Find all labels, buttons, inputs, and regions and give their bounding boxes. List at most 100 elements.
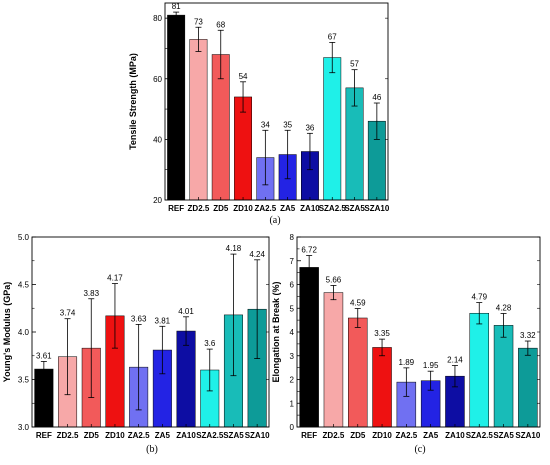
category-label-ZA10: ZA10 (300, 204, 320, 213)
category-label-ZD2.5: ZD2.5 (323, 431, 345, 440)
bar-REF (299, 267, 319, 428)
bar-ZD2.5 (189, 39, 208, 201)
category-label-ZA5: ZA5 (155, 431, 171, 440)
category-label-ZD2.5: ZD2.5 (188, 204, 210, 213)
category-label-ZA10: ZA10 (445, 431, 465, 440)
value-label-ZD10: 54 (239, 72, 248, 81)
value-label-SZA5: 4.28 (496, 303, 512, 312)
value-label-ZD2.5: 73 (194, 17, 203, 26)
value-label-ZA2.5: 3.63 (131, 314, 147, 323)
category-label-SZA5: SZA5 (493, 431, 514, 440)
y-tick-label: 60 (153, 75, 162, 84)
value-label-SZA10: 46 (372, 93, 381, 102)
value-label-ZD5: 3.83 (83, 289, 99, 298)
value-label-ZA5: 3.81 (155, 316, 171, 325)
y-tick-label: 4.0 (18, 328, 30, 337)
category-label-ZD5: ZD5 (84, 431, 100, 440)
y-tick-label: 2 (290, 376, 295, 385)
category-label-ZA10: ZA10 (176, 431, 196, 440)
category-label-SZA5: SZA5 (344, 204, 365, 213)
value-label-ZD10: 4.17 (107, 274, 123, 283)
category-label-ZA2.5: ZA2.5 (395, 431, 417, 440)
value-label-REF: 81 (172, 2, 181, 11)
panel-a: 81 REF 73 ZD2.5 68 ZD5 54 ZD10 34 ZA2.5 35 ZA5 36 ZA1… (128, 2, 390, 226)
y-tick-label: 40 (153, 135, 162, 144)
category-label-ZD10: ZD10 (372, 431, 392, 440)
category-label-SZA2.5: SZA2.5 (196, 431, 224, 440)
y-tick-label: 4.5 (18, 281, 30, 290)
value-label-SZA10: 4.24 (249, 250, 265, 259)
value-label-SZA2.5: 3.6 (204, 339, 216, 348)
y-tick-label: 8 (290, 233, 295, 242)
y-tick-label: 1 (290, 399, 295, 408)
category-label-SZA10: SZA10 (515, 431, 540, 440)
value-label-ZA10: 2.14 (447, 355, 463, 364)
value-label-SZA2.5: 67 (328, 32, 337, 41)
category-label-REF: REF (301, 431, 317, 440)
bar-REF (167, 14, 186, 201)
category-label-SZA2.5: SZA2.5 (466, 431, 494, 440)
value-label-ZD2.5: 3.74 (60, 309, 76, 318)
value-label-ZA5: 35 (283, 120, 292, 129)
value-label-ZA2.5: 1.89 (399, 358, 415, 367)
category-label-ZD10: ZD10 (105, 431, 125, 440)
category-label-ZD5: ZD5 (213, 204, 229, 213)
value-label-SZA10: 3.32 (520, 331, 536, 340)
value-label-SZA2.5: 4.79 (471, 293, 487, 302)
bar-REF (34, 368, 54, 428)
value-label-ZA10: 4.01 (178, 307, 194, 316)
bar-SZA10 (518, 347, 538, 428)
y-tick-label: 5 (290, 304, 295, 313)
category-label-ZD2.5: ZD2.5 (57, 431, 79, 440)
category-label-ZA5: ZA5 (280, 204, 296, 213)
bar-ZD10 (372, 347, 392, 428)
bar-SZA5 (493, 325, 514, 428)
y-tick-label: 3.5 (18, 376, 30, 385)
bar-ZD2.5 (323, 292, 344, 428)
category-label-REF: REF (168, 204, 184, 213)
y-tick-label: 5.0 (18, 233, 30, 242)
category-label-SZA2.5: SZA2.5 (319, 204, 347, 213)
bar-SZA2.5 (469, 312, 489, 428)
y-axis-title: Tensile Strength (MPa) (128, 53, 138, 150)
value-label-ZA2.5: 34 (261, 120, 270, 129)
value-label-ZD5: 68 (216, 20, 225, 29)
category-label-REF: REF (36, 431, 52, 440)
value-label-SZA5: 57 (350, 60, 359, 69)
category-label-SZA5: SZA5 (223, 431, 244, 440)
value-label-ZA5: 1.95 (423, 361, 439, 370)
category-label-SZA10: SZA10 (245, 431, 270, 440)
category-label-ZD5: ZD5 (350, 431, 366, 440)
y-axis-title: Elongation at Break (%) (271, 281, 281, 382)
y-tick-label: 7 (290, 257, 295, 266)
bar-SZA2.5 (323, 57, 342, 201)
panel-b: 3.61 REF 3.74 ZD2.5 3.83 ZD5 4.17 ZD10 3.63 ZA2.5… (2, 233, 270, 455)
y-tick-label: 0 (290, 423, 295, 432)
category-label-SZA10: SZA10 (364, 204, 389, 213)
y-tick-label: 3 (290, 352, 295, 361)
value-label-REF: 3.61 (36, 351, 52, 360)
y-tick-label: 20 (153, 196, 162, 205)
value-label-ZA10: 36 (305, 123, 314, 132)
value-label-ZD10: 3.35 (374, 329, 390, 338)
y-tick-label: 80 (153, 14, 162, 23)
panel-caption: (a) (269, 215, 280, 226)
category-label-ZA2.5: ZA2.5 (128, 431, 150, 440)
panel-c: 6.72 REF 5.66 ZD2.5 4.59 ZD5 3.35 ZD10 1.89 ZA2.5… (271, 233, 541, 455)
category-label-ZA5: ZA5 (423, 431, 439, 440)
value-label-ZD2.5: 5.66 (326, 275, 342, 284)
category-label-ZA2.5: ZA2.5 (254, 204, 276, 213)
plot-frame (164, 2, 389, 201)
panel-caption: (b) (146, 444, 158, 455)
value-label-SZA5: 4.18 (226, 244, 242, 253)
category-label-ZD10: ZD10 (233, 204, 253, 213)
panel-caption: (c) (414, 444, 425, 455)
y-tick-label: 6 (290, 281, 295, 290)
y-axis-title: Young's Modulus (GPa) (2, 282, 12, 382)
value-label-REF: 6.72 (301, 246, 317, 255)
y-tick-label: 4 (290, 328, 295, 337)
y-tick-label: 3.0 (18, 423, 30, 432)
bar-ZD5 (348, 317, 368, 428)
value-label-ZD5: 4.59 (350, 298, 366, 307)
